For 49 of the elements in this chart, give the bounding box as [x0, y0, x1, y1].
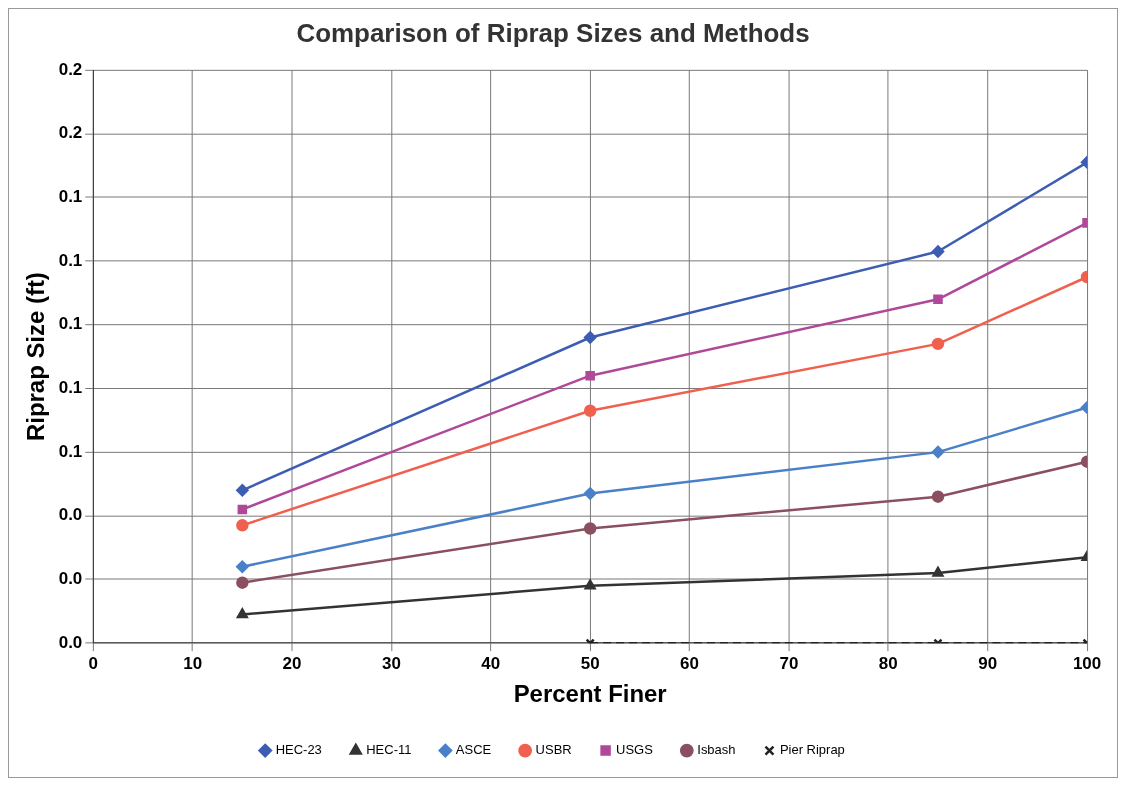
legend-label: ASCE — [455, 742, 492, 758]
y-tick-label: 0.1 — [58, 378, 83, 398]
x-tick-label: 100 — [1072, 653, 1102, 673]
x-tick-label: 70 — [779, 653, 799, 673]
x-tick-label: 10 — [183, 653, 203, 673]
y-axis-title: Riprap Size (ft) — [21, 272, 49, 442]
point — [931, 445, 945, 459]
point — [236, 608, 248, 619]
x-tick-label: 90 — [978, 653, 998, 673]
point — [583, 487, 597, 500]
x-tick-label: 50 — [580, 653, 600, 673]
chart-title: Comparison of Riprap Sizes and Methods — [296, 18, 810, 47]
y-tick-label: 0.0 — [58, 632, 83, 652]
legend-label: Isbash — [697, 742, 736, 758]
y-tick-label: 0.0 — [58, 569, 83, 589]
y-tick-label: 0.2 — [58, 123, 83, 143]
legend-label: Pier Riprap — [779, 742, 845, 758]
point — [584, 579, 596, 590]
point — [931, 245, 945, 258]
point — [236, 560, 249, 573]
point — [932, 566, 944, 577]
point — [236, 519, 249, 532]
y-tick-label: 0.0 — [58, 505, 83, 525]
x-tick-label: 80 — [878, 653, 898, 673]
point — [585, 370, 595, 381]
point — [931, 490, 945, 503]
x-tick-label: 0 — [88, 653, 98, 673]
y-tick-label: 0.1 — [58, 250, 83, 270]
y-tick-label: 0.2 — [58, 59, 83, 79]
y-tick-label: 0.1 — [58, 441, 83, 461]
legend-label: USBR — [535, 742, 572, 758]
y-tick-label: 0.1 — [58, 314, 83, 334]
point — [583, 404, 597, 417]
legend-label: HEC-11 — [366, 742, 412, 758]
y-tick-label: 0.1 — [58, 187, 83, 207]
x-tick-label: 20 — [282, 653, 302, 673]
x-tick-label: 40 — [481, 653, 501, 673]
point — [583, 522, 597, 535]
x-tick-label: 60 — [680, 653, 699, 673]
point — [236, 576, 249, 589]
point — [933, 294, 943, 305]
legend-label: USGS — [616, 742, 654, 758]
point — [237, 504, 248, 515]
legend-label: HEC-23 — [275, 742, 322, 758]
point — [583, 331, 597, 344]
point — [931, 337, 945, 351]
x-tick-label: 30 — [381, 653, 401, 673]
x-axis-title: Percent Finer — [513, 680, 667, 708]
point — [236, 484, 249, 497]
